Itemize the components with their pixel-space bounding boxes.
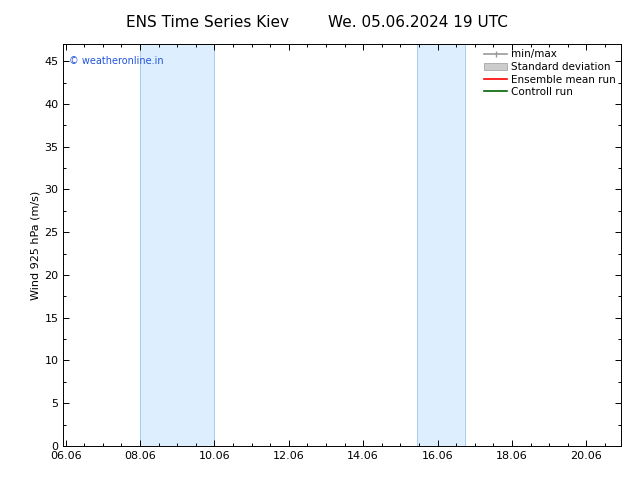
Legend: min/max, Standard deviation, Ensemble mean run, Controll run: min/max, Standard deviation, Ensemble me…	[482, 47, 618, 99]
Text: ENS Time Series Kiev        We. 05.06.2024 19 UTC: ENS Time Series Kiev We. 05.06.2024 19 U…	[126, 15, 508, 30]
Bar	[417, 44, 465, 446]
Text: © weatheronline.in: © weatheronline.in	[69, 56, 164, 66]
Y-axis label: Wind 925 hPa (m/s): Wind 925 hPa (m/s)	[30, 191, 40, 299]
Bar	[140, 44, 214, 446]
